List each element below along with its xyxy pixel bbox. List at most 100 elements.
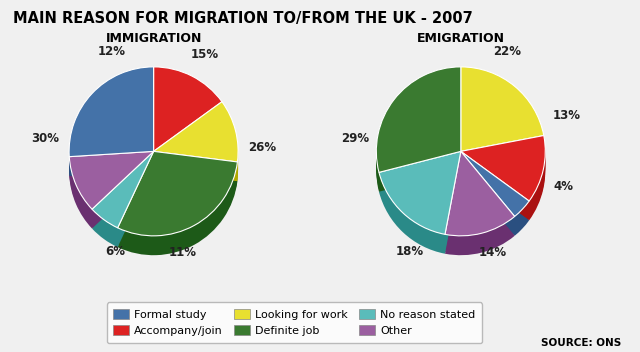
Wedge shape	[69, 169, 154, 227]
Wedge shape	[154, 103, 238, 164]
Wedge shape	[461, 73, 544, 157]
Wedge shape	[461, 153, 545, 219]
Text: 12%: 12%	[97, 45, 125, 58]
Wedge shape	[69, 159, 154, 217]
Wedge shape	[461, 167, 529, 232]
Wedge shape	[461, 153, 529, 218]
Wedge shape	[118, 167, 237, 251]
Wedge shape	[118, 159, 237, 244]
Text: 22%: 22%	[493, 45, 521, 58]
Wedge shape	[376, 84, 461, 190]
Wedge shape	[118, 165, 237, 250]
Wedge shape	[154, 106, 238, 166]
Wedge shape	[118, 151, 237, 236]
Wedge shape	[92, 169, 154, 245]
Wedge shape	[118, 169, 237, 253]
Wedge shape	[92, 155, 154, 232]
Wedge shape	[154, 71, 222, 155]
Wedge shape	[461, 143, 545, 209]
Text: 4%: 4%	[554, 180, 574, 193]
Wedge shape	[461, 149, 545, 215]
Wedge shape	[69, 171, 154, 228]
Wedge shape	[461, 147, 545, 213]
Wedge shape	[461, 151, 529, 216]
Wedge shape	[69, 155, 154, 213]
Wedge shape	[445, 163, 515, 247]
Text: MAIN REASON FOR MIGRATION TO/FROM THE UK - 2007: MAIN REASON FOR MIGRATION TO/FROM THE UK…	[13, 11, 472, 26]
Wedge shape	[376, 71, 461, 176]
Wedge shape	[69, 86, 154, 176]
Wedge shape	[376, 75, 461, 180]
Wedge shape	[461, 69, 544, 153]
Wedge shape	[154, 119, 238, 180]
Wedge shape	[69, 78, 154, 168]
Wedge shape	[69, 67, 154, 157]
Wedge shape	[461, 165, 529, 230]
Legend: Formal study, Accompany/join, Looking for work, Definite job, No reason stated, : Formal study, Accompany/join, Looking fo…	[107, 302, 482, 343]
Wedge shape	[445, 167, 515, 251]
Wedge shape	[154, 115, 238, 176]
Text: 6%: 6%	[106, 245, 125, 258]
Wedge shape	[69, 75, 154, 164]
Wedge shape	[445, 169, 515, 253]
Wedge shape	[461, 67, 544, 151]
Wedge shape	[154, 109, 238, 170]
Wedge shape	[92, 167, 154, 243]
Text: 18%: 18%	[396, 245, 424, 258]
Wedge shape	[461, 155, 529, 220]
Wedge shape	[69, 153, 154, 211]
Wedge shape	[118, 171, 237, 255]
Wedge shape	[376, 77, 461, 182]
Wedge shape	[379, 151, 461, 234]
Wedge shape	[154, 86, 222, 171]
Wedge shape	[461, 171, 529, 236]
Wedge shape	[379, 159, 461, 242]
Wedge shape	[92, 161, 154, 238]
Wedge shape	[154, 78, 222, 163]
Wedge shape	[461, 151, 545, 216]
Wedge shape	[154, 73, 222, 157]
Wedge shape	[461, 163, 529, 228]
Wedge shape	[154, 82, 222, 167]
Wedge shape	[92, 159, 154, 235]
Wedge shape	[92, 163, 154, 239]
Wedge shape	[154, 75, 222, 159]
Wedge shape	[445, 153, 515, 238]
Wedge shape	[445, 171, 515, 255]
Wedge shape	[69, 161, 154, 219]
Wedge shape	[92, 157, 154, 234]
Wedge shape	[69, 167, 154, 225]
Wedge shape	[154, 84, 222, 169]
Wedge shape	[461, 77, 544, 161]
Wedge shape	[154, 107, 238, 168]
Wedge shape	[69, 82, 154, 172]
Wedge shape	[154, 67, 222, 151]
Wedge shape	[461, 71, 544, 155]
Title: IMMIGRATION: IMMIGRATION	[106, 32, 202, 45]
Wedge shape	[376, 82, 461, 188]
Wedge shape	[379, 169, 461, 252]
Wedge shape	[376, 81, 461, 186]
Wedge shape	[69, 81, 154, 170]
Wedge shape	[118, 155, 237, 240]
Wedge shape	[461, 155, 545, 220]
Wedge shape	[154, 117, 238, 177]
Wedge shape	[92, 171, 154, 247]
Wedge shape	[69, 84, 154, 174]
Wedge shape	[461, 86, 544, 171]
Wedge shape	[69, 73, 154, 163]
Text: SOURCE: ONS: SOURCE: ONS	[541, 339, 621, 348]
Title: EMIGRATION: EMIGRATION	[417, 32, 505, 45]
Wedge shape	[461, 142, 545, 207]
Wedge shape	[69, 151, 154, 209]
Text: 15%: 15%	[190, 48, 218, 61]
Wedge shape	[154, 102, 238, 162]
Wedge shape	[461, 75, 544, 159]
Text: 11%: 11%	[169, 246, 197, 259]
Wedge shape	[461, 82, 544, 167]
Wedge shape	[461, 138, 545, 203]
Wedge shape	[379, 157, 461, 240]
Wedge shape	[461, 84, 544, 169]
Wedge shape	[379, 167, 461, 250]
Wedge shape	[461, 161, 529, 226]
